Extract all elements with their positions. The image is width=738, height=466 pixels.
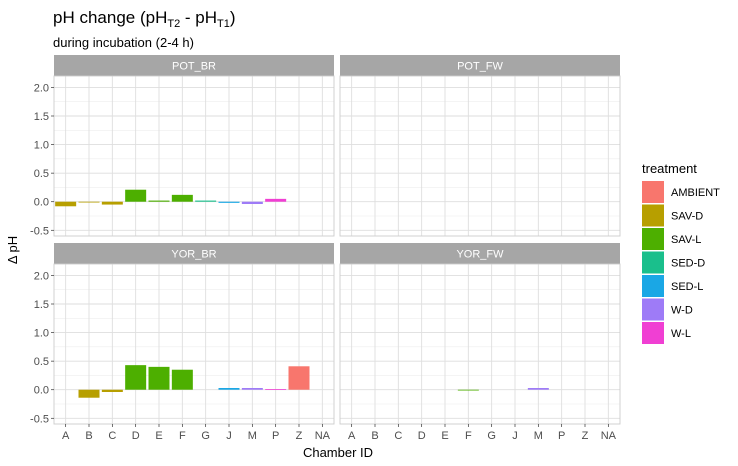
facet-strip-label: YOR_BR xyxy=(171,249,216,261)
y-tick-label: 1.0 xyxy=(34,140,49,152)
bar-j xyxy=(218,388,240,390)
legend-label: W-L xyxy=(671,328,691,340)
facet-strip xyxy=(54,55,334,76)
legend-label: W-D xyxy=(671,305,693,317)
chart-title: pH change (pHT2 - pHT1) xyxy=(53,8,236,30)
panel-yor-br: YOR_BR -0.5 0.0 0.5 1.0 1.5 2.0 A B C D E F G J M P Z NA xyxy=(30,243,335,442)
x-tick-label: D xyxy=(418,430,426,442)
bar-d xyxy=(125,189,147,202)
bar-p xyxy=(265,198,287,202)
panels-group: POT_BR -0.5 0.0 0.5 1.0 1.5 2.0 POT_FW YOR_BR -0.… xyxy=(30,55,621,442)
panel-border xyxy=(53,263,335,425)
x-tick-label: P xyxy=(558,430,565,442)
legend-label: SAV-L xyxy=(671,234,701,246)
y-tick-label: 2.0 xyxy=(34,270,49,282)
x-tick-label: E xyxy=(155,430,162,442)
legend-swatch xyxy=(642,251,664,274)
panel-background xyxy=(340,76,620,236)
x-tick-label: G xyxy=(487,430,496,442)
bar-f xyxy=(171,369,193,390)
y-tick-label: 0.5 xyxy=(34,168,49,180)
panel-border xyxy=(339,75,621,237)
x-tick-label: NA xyxy=(601,430,617,442)
legend-title: treatment xyxy=(642,161,697,176)
x-tick-label: Z xyxy=(296,430,303,442)
panel-border xyxy=(339,263,621,425)
legend-label: SED-L xyxy=(671,281,703,293)
bar-f xyxy=(171,194,193,202)
facet-strip-label: YOR_FW xyxy=(456,249,504,261)
legend-swatch xyxy=(642,181,664,203)
y-tick-label: 2.0 xyxy=(34,82,49,94)
y-tick-label: 1.5 xyxy=(34,299,49,311)
panel-yor-fw: YOR_FW A B C D E F G J M P Z NA xyxy=(339,243,621,442)
bar-e xyxy=(148,366,170,390)
x-tick-label: E xyxy=(441,430,448,442)
legend-swatch xyxy=(642,204,664,227)
bar-c xyxy=(101,389,123,392)
bar-m xyxy=(241,201,263,204)
panel-pot-fw: POT_FW xyxy=(339,55,621,237)
y-tick-label: -0.5 xyxy=(30,225,49,237)
facet-strip-label: POT_BR xyxy=(172,61,216,73)
y-tick-label: 1.5 xyxy=(34,111,49,123)
panel-pot-br: POT_BR -0.5 0.0 0.5 1.0 1.5 2.0 xyxy=(30,55,335,237)
x-tick-label: M xyxy=(248,430,257,442)
facet-strip xyxy=(340,243,620,264)
x-tick-label: C xyxy=(108,430,116,442)
x-tick-label: A xyxy=(62,430,70,442)
bar-e xyxy=(148,200,170,202)
panel-background xyxy=(340,264,620,424)
legend-swatch xyxy=(642,322,664,344)
facet-strip-label: POT_FW xyxy=(457,61,503,73)
x-tick-label: B xyxy=(371,430,378,442)
legend-label: SAV-D xyxy=(671,211,703,223)
legend-label: SED-D xyxy=(671,258,705,270)
x-tick-label: J xyxy=(226,430,232,442)
y-tick-label: 0.0 xyxy=(34,197,49,209)
bar-j xyxy=(218,201,240,203)
panel-background xyxy=(54,76,334,236)
legend-swatch xyxy=(642,298,664,321)
bar-m xyxy=(527,388,549,390)
bar-g xyxy=(195,200,217,202)
panel-border xyxy=(53,75,335,237)
x-tick-label: B xyxy=(85,430,92,442)
bar-c xyxy=(101,201,123,205)
facet-strip xyxy=(340,55,620,76)
y-axis-label: Δ pH xyxy=(5,236,20,264)
x-tick-label: A xyxy=(348,430,356,442)
bar-z xyxy=(288,366,310,390)
bar-a xyxy=(55,201,77,207)
x-tick-label: D xyxy=(132,430,140,442)
bar-b xyxy=(78,389,100,398)
x-tick-label: F xyxy=(465,430,472,442)
y-tick-label: 0.5 xyxy=(34,356,49,368)
x-tick-label: Z xyxy=(582,430,589,442)
legend-label: AMBIENT xyxy=(671,187,720,199)
bar-m xyxy=(241,388,263,390)
panel-background xyxy=(54,264,334,424)
legend-swatch xyxy=(642,228,664,250)
x-tick-label: G xyxy=(201,430,210,442)
x-tick-label: M xyxy=(534,430,543,442)
x-tick-label: J xyxy=(512,430,518,442)
y-tick-label: 0.0 xyxy=(34,385,49,397)
x-tick-label: F xyxy=(179,430,186,442)
bar-b xyxy=(78,201,100,203)
y-tick-label: 1.0 xyxy=(34,328,49,340)
y-tick-label: -0.5 xyxy=(30,413,49,425)
bar-f xyxy=(457,389,479,391)
bar-d xyxy=(125,365,147,390)
chart-subtitle: during incubation (2-4 h) xyxy=(53,35,194,50)
x-tick-label: P xyxy=(272,430,279,442)
legend-swatch xyxy=(642,275,664,297)
bar-p xyxy=(265,389,287,390)
x-tick-label: NA xyxy=(315,430,331,442)
x-axis-label: Chamber ID xyxy=(303,445,373,460)
legend: treatment AMBIENT SAV-D SAV-L SED-D SED-L W-D… xyxy=(642,161,720,344)
facet-strip xyxy=(54,243,334,264)
x-tick-label: C xyxy=(394,430,402,442)
